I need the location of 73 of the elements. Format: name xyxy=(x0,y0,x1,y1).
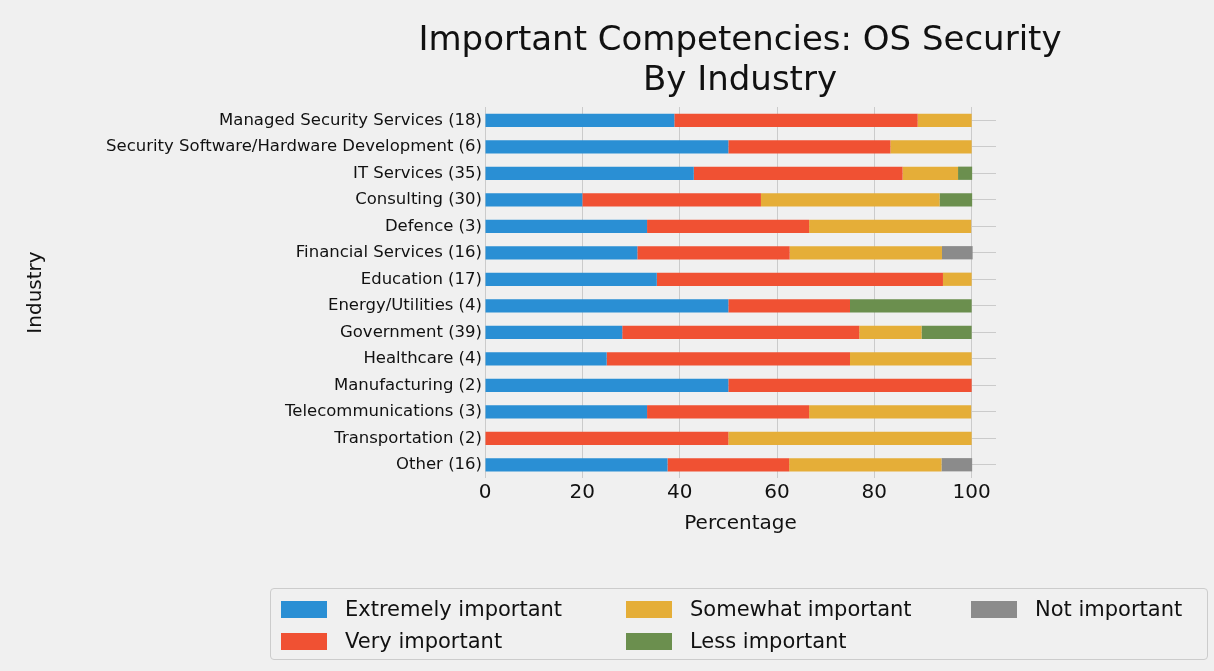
bar xyxy=(485,458,668,472)
bar xyxy=(485,378,729,392)
bar xyxy=(728,299,850,313)
bar xyxy=(582,193,761,207)
bar xyxy=(647,405,810,419)
bar xyxy=(958,166,973,180)
x-tick-label: 100 xyxy=(952,479,991,504)
bar xyxy=(728,378,972,392)
bar xyxy=(809,219,972,233)
x-axis-title: Percentage xyxy=(684,510,797,535)
bar xyxy=(485,193,583,207)
bar xyxy=(728,431,972,445)
bar xyxy=(728,140,891,154)
y-axis-title: Industry xyxy=(22,251,47,334)
x-tick-label: 80 xyxy=(861,479,888,504)
bar xyxy=(485,272,657,286)
bar xyxy=(789,246,942,260)
y-tick-label: Financial Services (16) xyxy=(295,242,482,262)
bar xyxy=(485,431,729,445)
legend-label: Not important xyxy=(1035,597,1183,621)
y-tick-label: Other (16) xyxy=(396,454,482,474)
bar xyxy=(637,246,790,260)
legend-label: Somewhat important xyxy=(690,597,912,621)
bar xyxy=(485,325,623,339)
bar xyxy=(917,113,972,127)
bar xyxy=(850,352,972,366)
chart-title: Important Competencies: OS Security By Industry xyxy=(417,18,1063,98)
x-tick-label: 40 xyxy=(666,479,693,504)
bar xyxy=(485,166,694,180)
y-tick-label: Managed Security Services (18) xyxy=(219,109,482,129)
y-tick-label: Energy/Utilities (4) xyxy=(327,295,482,315)
bar xyxy=(902,166,959,180)
y-tick-label: Security Software/Hardware Development (6) xyxy=(106,136,482,156)
bar xyxy=(485,352,607,366)
legend-label: Extremely important xyxy=(345,597,563,621)
legend-label: Very important xyxy=(345,629,503,653)
y-tick-label: Consulting (30) xyxy=(355,189,482,209)
bar xyxy=(667,458,790,472)
x-tick-label: 0 xyxy=(478,479,492,504)
bar xyxy=(485,405,648,419)
bar xyxy=(485,140,729,154)
bar xyxy=(760,193,940,207)
bar xyxy=(939,193,973,207)
bar xyxy=(941,246,973,260)
bar xyxy=(606,352,850,366)
y-tick-label: IT Services (35) xyxy=(353,162,482,182)
y-tick-label: Telecommunications (3) xyxy=(284,401,482,421)
bar xyxy=(485,246,638,260)
bar xyxy=(941,458,973,472)
y-tick-label: Healthcare (4) xyxy=(363,348,482,368)
y-tick-label: Transportation (2) xyxy=(333,427,482,447)
bar xyxy=(485,113,675,127)
x-tick-label: 20 xyxy=(569,479,596,504)
bar xyxy=(656,272,943,286)
bar xyxy=(890,140,972,154)
y-tick-label: Education (17) xyxy=(360,268,482,288)
bar xyxy=(647,219,810,233)
y-tick-label: Manufacturing (2) xyxy=(333,374,482,394)
bar xyxy=(921,325,972,339)
x-tick-label: 60 xyxy=(764,479,790,504)
y-tick-label: Defence (3) xyxy=(384,215,482,235)
bar xyxy=(859,325,922,339)
bar xyxy=(622,325,860,339)
bar xyxy=(789,458,942,472)
bar xyxy=(809,405,972,419)
legend-label: Less important xyxy=(690,629,847,653)
bar xyxy=(674,113,918,127)
bar xyxy=(850,299,972,313)
bar xyxy=(485,219,648,233)
bar xyxy=(485,299,729,313)
y-tick-label: Government (39) xyxy=(339,321,482,341)
bar xyxy=(942,272,972,286)
bar xyxy=(693,166,903,180)
